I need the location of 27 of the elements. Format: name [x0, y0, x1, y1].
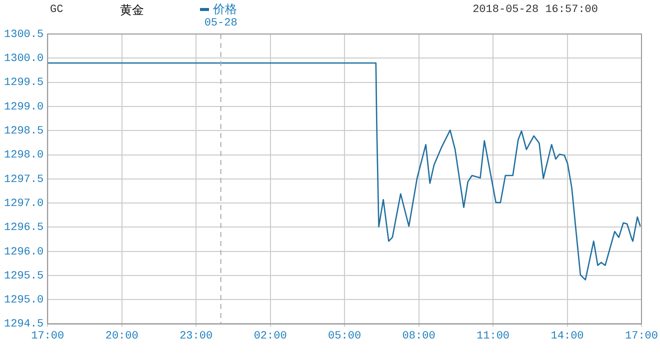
x-tick-label: 17:00 [624, 330, 658, 342]
x-tick-label: 08:00 [402, 330, 436, 342]
x-tick-label: 14:00 [550, 330, 584, 342]
ref-line-label: 05-28 [204, 17, 238, 30]
y-tick-label: 1299.0 [4, 101, 44, 114]
x-tick-label: 23:00 [180, 330, 213, 342]
x-tick-label: 02:00 [254, 330, 287, 342]
legend-label: 价格 [213, 1, 237, 18]
y-tick-label: 1297.0 [4, 198, 44, 210]
y-tick-label: 1295.0 [4, 294, 44, 307]
y-tick-label: 1295.5 [4, 270, 44, 282]
y-tick-label: 1298.0 [4, 150, 44, 162]
y-tick-label: 1299.5 [4, 77, 44, 90]
chart-title: GC [50, 4, 64, 16]
y-tick-label: 1294.5 [4, 318, 44, 331]
x-tick-label: 05:00 [328, 330, 362, 342]
y-tick-label: 1298.5 [4, 126, 44, 138]
y-tick-label: 1300.5 [4, 28, 44, 41]
y-tick-label: 1296.0 [4, 246, 44, 258]
y-tick-label: 1300.0 [4, 53, 44, 66]
text: 2018-05-28 16:57:00 [472, 4, 598, 16]
chart-subtitle: 黄金 [120, 2, 144, 19]
x-tick-label: 20:00 [105, 330, 138, 342]
x-tick-label: 17:00 [31, 330, 64, 342]
x-tick-label: 11:00 [476, 330, 510, 342]
y-tick-label: 1296.5 [4, 222, 44, 234]
y-tick-label: 1297.5 [4, 174, 44, 186]
